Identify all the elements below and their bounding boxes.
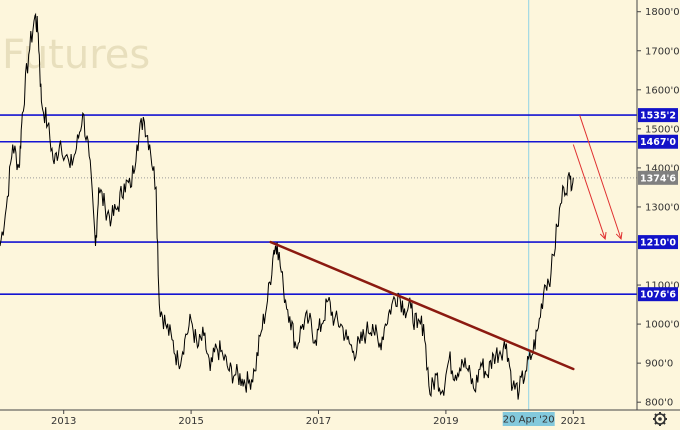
price-series-0	[0, 12, 574, 400]
price-badge-0	[638, 108, 678, 123]
series-layer	[0, 12, 574, 400]
forecast-arrow-head-1	[599, 231, 607, 241]
x-tick-label-2: 2017	[306, 416, 331, 427]
x-tick-label-0: 2013	[51, 416, 76, 427]
forecast-arrow-head-0	[615, 231, 623, 241]
price-badge-label-1: 1467'0	[640, 137, 676, 148]
crosshair-date-label: 20 Apr '20	[503, 415, 555, 426]
price-badge-3	[638, 235, 678, 250]
price-badges: 1535'2 1467'0 1374'6 1210'0 1076'6	[638, 108, 678, 302]
price-badge-label-2: 1374'6	[640, 173, 676, 184]
trendline	[269, 240, 575, 371]
y-tick-label-8: 900'0	[645, 359, 673, 370]
overlay-layer	[269, 115, 623, 371]
gear-teeth	[653, 412, 667, 426]
watermark-text: Futures	[2, 32, 150, 78]
gear-hub	[658, 417, 662, 421]
levels-layer	[0, 114, 637, 295]
settings-gear-icon[interactable]	[653, 412, 667, 426]
y-axis: 1800'0 1700'0 1600'0 1500'0 1400'0 1300'0 1100…	[637, 7, 680, 409]
y-tick-label-7: 1000'0	[645, 320, 680, 331]
x-tick-label-4: 2021	[561, 416, 586, 427]
crosshair-date-badge	[502, 412, 555, 426]
y-tick-label-1: 1700'0	[645, 46, 680, 57]
price-badge-label-3: 1210'0	[640, 238, 676, 249]
forecast-arrow-1	[572, 144, 606, 240]
y-tick-label-0: 1800'0	[645, 7, 680, 18]
price-badge-label-4: 1076'6	[640, 290, 676, 301]
y-tick-label-5: 1300'0	[645, 202, 680, 213]
x-axis: 2013 2015 2017 2019 2021 20 Apr '20	[51, 410, 586, 427]
y-tick-label-4: 1400'0	[645, 163, 680, 174]
y-tick-label-2: 1600'0	[645, 85, 680, 96]
forecast-arrow-0	[579, 115, 622, 240]
price-badge-1	[638, 134, 678, 149]
x-tick-label-3: 2019	[433, 416, 458, 427]
y-tick-label-3: 1500'0	[645, 124, 680, 135]
price-badge-label-0: 1535'2	[640, 111, 676, 122]
price-badge-4	[638, 287, 678, 302]
y-tick-label-9: 800'0	[645, 398, 673, 409]
price-badge-2	[638, 170, 678, 185]
x-tick-label-1: 2015	[178, 416, 203, 427]
y-tick-label-6: 1100'0	[645, 281, 680, 292]
